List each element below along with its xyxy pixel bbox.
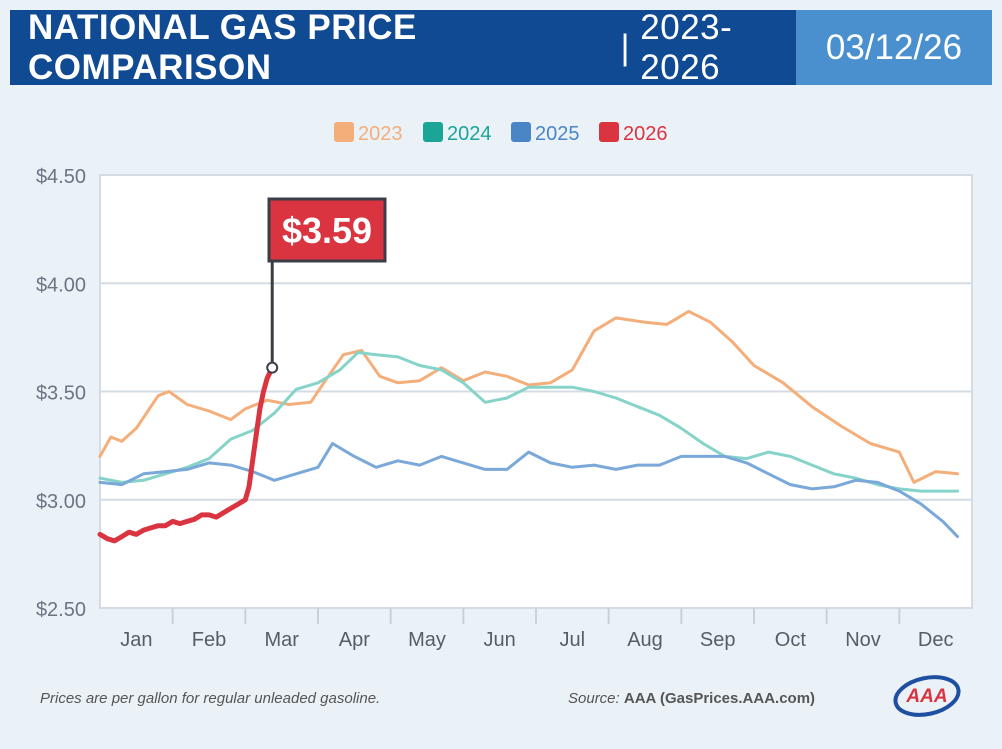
callout-box: [267, 197, 387, 263]
footer-note: Prices are per gallon for regular unlead…: [40, 690, 381, 707]
callout-point: [266, 361, 279, 374]
x-tick-label: Aug: [627, 629, 663, 651]
legend-label: 2023: [358, 123, 403, 145]
legend-swatch: [423, 122, 443, 142]
series-line-2026: [97, 365, 275, 544]
x-tick-label: Mar: [264, 629, 299, 651]
x-tick-label: Nov: [845, 629, 881, 651]
legend-label: 2025: [535, 123, 580, 145]
legend-label: 2024: [447, 123, 492, 145]
chart-date: 03/12/26: [796, 10, 992, 85]
x-tick-label: Jan: [120, 629, 152, 651]
footer-source: Source: AAA (GasPrices.AAA.com): [568, 690, 815, 707]
x-tick-label: Apr: [339, 629, 370, 651]
legend-swatch: [511, 122, 531, 142]
title-years: 2023-2026: [640, 7, 733, 87]
chart-header: NATIONAL GAS PRICE COMPARISON | 2023-202…: [10, 7, 992, 87]
y-tick-label: $4.50: [36, 166, 86, 188]
x-tick-label: Feb: [192, 629, 226, 651]
chart-title: NATIONAL GAS PRICE COMPARISON | 2023-202…: [10, 7, 796, 87]
source-value: AAA (GasPrices.AAA.com): [623, 690, 816, 707]
svg-text:AAA: AAA: [905, 686, 947, 707]
legend-swatch: [599, 122, 619, 142]
series-line-2023: [98, 309, 959, 484]
source-label: Source:: [568, 690, 624, 707]
title-main: NATIONAL GAS PRICE COMPARISON: [28, 7, 417, 87]
x-tick-label: Oct: [775, 629, 807, 651]
x-tick-label: Dec: [918, 629, 954, 651]
x-tick-label: Sep: [700, 629, 736, 651]
y-tick-label: $4.00: [36, 274, 86, 296]
aaa-logo: AAA: [893, 675, 961, 717]
series-line-2025: [98, 442, 959, 539]
y-tick-label: $2.50: [36, 599, 86, 621]
y-tick-label: $3.50: [36, 383, 86, 405]
x-tick-label: Jul: [560, 629, 586, 651]
legend-label: 2026: [623, 123, 668, 145]
x-tick-label: Jun: [484, 629, 516, 651]
callout-label: $3.59: [282, 210, 372, 251]
series-line-2024: [98, 351, 959, 493]
title-separator: |: [610, 27, 641, 67]
legend-swatch: [334, 122, 354, 142]
y-tick-label: $3.00: [36, 491, 86, 513]
x-tick-label: May: [408, 629, 446, 651]
